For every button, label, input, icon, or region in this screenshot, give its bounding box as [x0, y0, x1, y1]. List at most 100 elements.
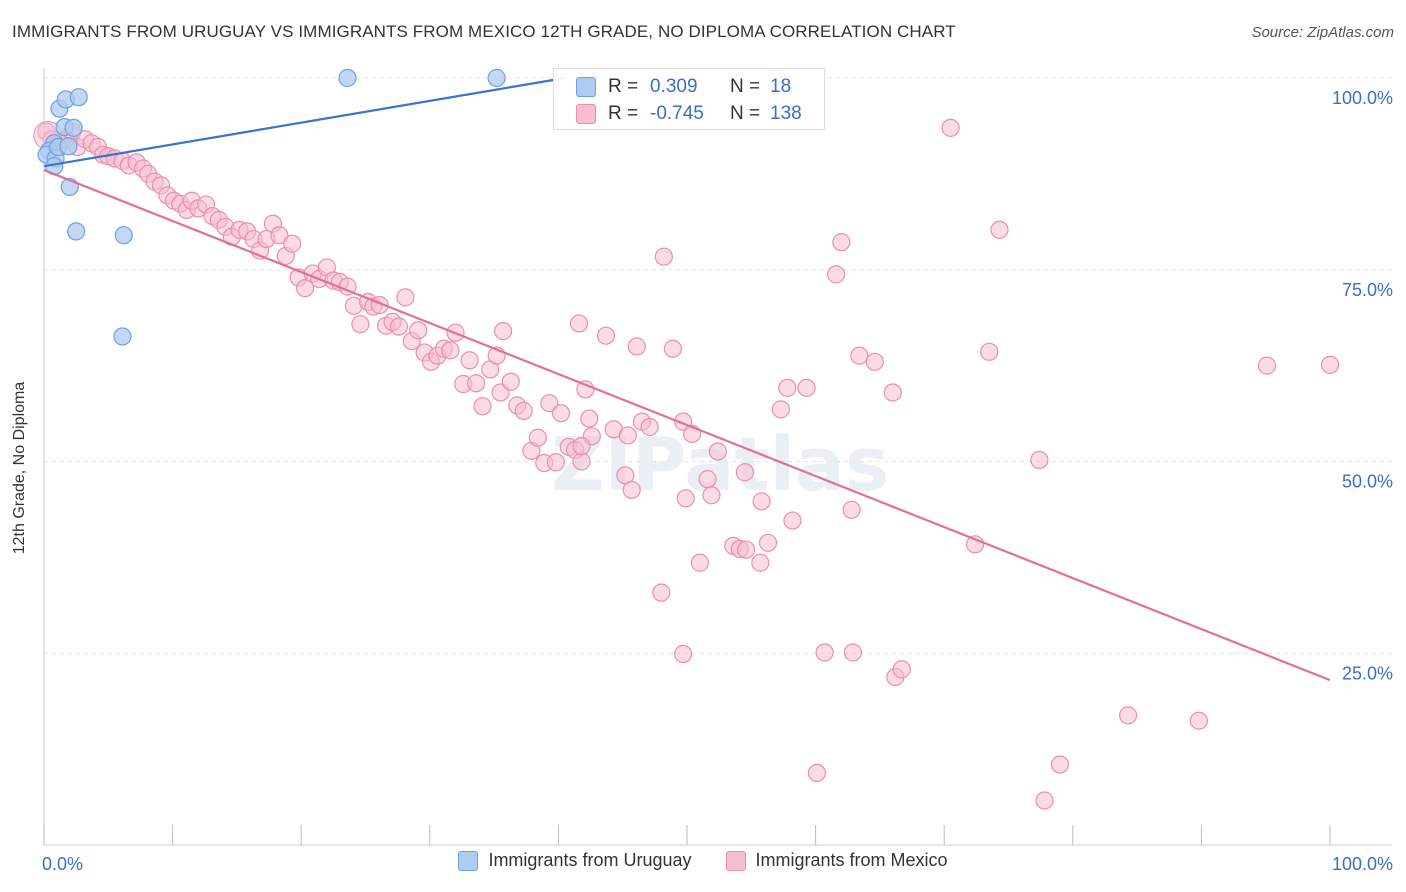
mexico-point [540, 394, 559, 413]
mexico-point [409, 321, 428, 340]
legend-item-uruguay: Immigrants from Uruguay [458, 850, 692, 871]
mexico-point [674, 644, 693, 664]
mexico-point [1050, 755, 1070, 774]
mexico-point [1189, 711, 1208, 730]
legend-swatch-mexico [725, 850, 746, 871]
mexico-point [783, 511, 802, 530]
legend-item-mexico: Immigrants from Mexico [725, 850, 948, 871]
mexico-point [842, 500, 861, 519]
mexico-point [663, 339, 682, 358]
mexico-point [843, 643, 862, 662]
chart-title: IMMIGRANTS FROM URUGUAY VS IMMIGRANTS FR… [12, 22, 956, 41]
x-axis-ticks [43, 825, 1331, 845]
mexico-point [737, 540, 756, 559]
mexico-point [883, 383, 902, 402]
mexico-point [622, 480, 641, 499]
mexico-point [618, 426, 637, 445]
mexico-point [990, 220, 1009, 239]
uruguay-point [69, 88, 88, 107]
legend-swatch-uruguay [458, 850, 479, 871]
uruguay-series [37, 68, 506, 346]
mexico-trendline [43, 169, 1331, 682]
mexico-point [702, 486, 721, 505]
stats-swatch-uruguay [576, 77, 596, 97]
y-tick-label: 75.0% [1342, 280, 1393, 300]
mexico-point [758, 533, 778, 552]
mexico-point [980, 342, 999, 361]
mexico-point [941, 118, 960, 137]
mexico-point [827, 265, 846, 284]
r-value: -0.745 [650, 103, 704, 124]
mexico-point [569, 314, 589, 333]
mexico-point [815, 643, 834, 662]
mexico-point [652, 583, 671, 602]
mexico-point [1030, 450, 1049, 470]
uruguay-point [67, 222, 86, 241]
source-credit: Source: ZipAtlas.com [1251, 24, 1394, 41]
mexico-point [892, 660, 911, 679]
mexico-point [771, 400, 790, 419]
mexico-point [396, 288, 415, 307]
mexico-series [33, 68, 1340, 810]
mexico-point [466, 374, 486, 393]
mexico-point [676, 489, 695, 508]
mexico-point [1320, 355, 1340, 374]
mexico-point [1118, 706, 1138, 725]
chart-legend: Immigrants from Uruguay Immigrants from … [0, 850, 1406, 871]
mexico-point [1035, 791, 1054, 810]
mexico-point [295, 279, 315, 298]
mexico-point [778, 378, 797, 397]
correlation-stats-box: R = 0.309 N = 18 R = -0.745 N = 138 [553, 68, 825, 130]
mexico-point [1257, 356, 1277, 375]
mexico-point [807, 763, 826, 783]
uruguay-point [114, 226, 133, 245]
mexico-point [514, 401, 533, 420]
y-tick-label: 100.0% [1332, 88, 1393, 108]
y-tick-label: 50.0% [1342, 472, 1393, 492]
y-tick-label: 25.0% [1342, 663, 1393, 683]
mexico-point [850, 346, 869, 365]
mexico-point [351, 315, 370, 334]
mexico-point [752, 492, 771, 511]
mexico-point [690, 553, 709, 572]
n-value: 18 [770, 76, 792, 97]
uruguay-point [338, 68, 357, 88]
mexico-point [580, 409, 599, 428]
uruguay-point [487, 68, 506, 88]
mexico-point [494, 322, 513, 341]
mexico-point [551, 404, 571, 423]
mexico-point [572, 452, 591, 471]
r-label: R = [608, 76, 639, 97]
mexico-point [473, 397, 492, 416]
mexico-point [576, 380, 595, 399]
trendlines [43, 76, 1331, 682]
mexico-point [735, 463, 754, 482]
uruguay-point [64, 118, 83, 137]
uruguay-point [59, 137, 78, 156]
r-label: R = [608, 103, 639, 124]
mexico-point [865, 352, 884, 371]
mexico-point [832, 233, 851, 252]
mexico-point [797, 378, 816, 397]
stats-row-mexico: R = -0.745 N = 138 [576, 101, 802, 127]
mexico-point [441, 341, 460, 360]
mexico-point [283, 234, 302, 253]
uruguay-trendline [43, 76, 566, 168]
gridlines [43, 68, 1392, 846]
n-label: N = [730, 76, 761, 97]
mexico-point [528, 428, 547, 447]
n-value: 138 [770, 103, 802, 124]
mexico-point [270, 226, 289, 245]
legend-label-uruguay: Immigrants from Uruguay [488, 850, 692, 870]
mexico-point [708, 442, 727, 461]
mexico-point [751, 553, 770, 572]
mexico-point [460, 351, 479, 370]
uruguay-point [113, 327, 132, 346]
x-tick-label: 100.0% [1332, 854, 1393, 874]
mexico-point [596, 326, 616, 345]
mexico-point [572, 437, 591, 456]
mexico-point [640, 417, 659, 437]
mexico-point [698, 470, 717, 489]
r-value: 0.309 [650, 76, 698, 97]
